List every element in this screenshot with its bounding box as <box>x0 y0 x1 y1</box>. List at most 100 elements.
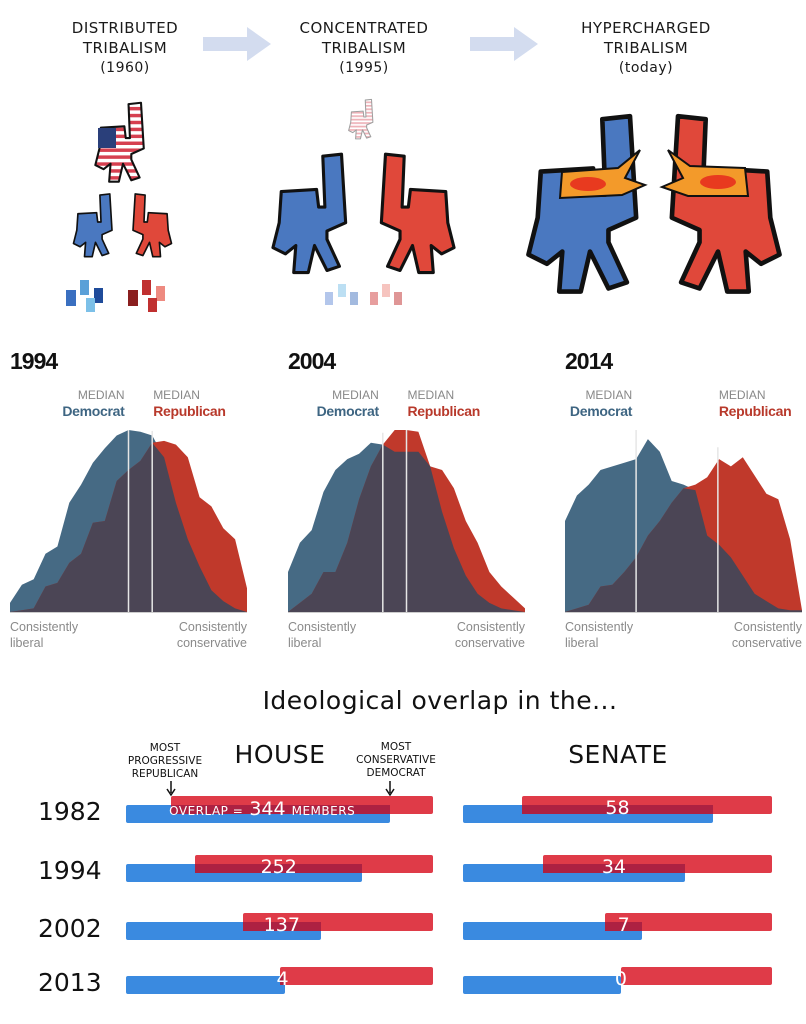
overlap-count-label: 0 <box>521 969 721 989</box>
down-arrow-icon <box>385 781 395 797</box>
median-label: MEDIAN <box>585 388 633 402</box>
senate-heading: SENATE <box>568 740 668 769</box>
stage-line2: TRIBALISM <box>321 39 407 57</box>
overlap-count: 0 <box>614 968 627 990</box>
annot-line: MOST <box>149 742 181 754</box>
axis-label-conservative: Consistently conservative <box>177 619 247 651</box>
overlap-count: 4 <box>276 968 289 990</box>
overlap-bar <box>280 976 286 985</box>
overlap-count: 7 <box>617 914 630 936</box>
republican-label: Republican <box>407 403 481 419</box>
right-arrow-icon <box>203 27 271 61</box>
overlap-count-label: 7 <box>524 915 724 935</box>
stage-line2: TRIBALISM <box>82 39 168 57</box>
overlap-count-label: 137 <box>182 915 382 935</box>
overlap-bar <box>195 864 363 873</box>
median-label: MEDIAN <box>332 388 379 402</box>
small-blue-figure <box>72 193 113 258</box>
axis-label-line: Consistently <box>565 620 634 634</box>
row-year-label: 2013 <box>38 968 102 997</box>
large-red-figure <box>672 116 780 291</box>
republican-label: Republican <box>153 403 226 419</box>
area-plot <box>10 430 247 613</box>
house-heading: HOUSE <box>234 740 326 769</box>
small-red-figure <box>132 193 173 258</box>
overlap-count-label: OVERLAP = 344 MEMBERS <box>169 799 355 821</box>
axis-label-line: conservative <box>454 636 525 650</box>
democrat-range-bar <box>126 976 286 994</box>
axis-label-line: liberal <box>288 636 322 650</box>
axis-label-line: conservative <box>731 636 802 650</box>
axis-label-line: Consistently <box>10 620 79 634</box>
stage-period: (1960) <box>100 60 150 76</box>
axis-label-line: liberal <box>565 636 599 650</box>
overlap-bar <box>171 805 391 814</box>
axis-label-line: Consistently <box>178 620 247 634</box>
annot-line: DEMOCRAT <box>366 767 426 779</box>
tiny-blue-crowd <box>66 280 103 312</box>
stage-line2: TRIBALISM <box>603 39 689 57</box>
axis-label-line: conservative <box>176 636 247 650</box>
median-label: MEDIAN <box>77 388 125 402</box>
axis-label-line: Consistently <box>288 620 357 634</box>
axis-label-liberal: Consistently liberal <box>565 619 633 651</box>
overlap-count-label: 34 <box>514 857 714 877</box>
tribalism-illustration <box>66 98 806 312</box>
right-arrow-icon <box>470 27 538 61</box>
overlap-count: 34 <box>601 856 627 878</box>
overlap-count: 252 <box>260 856 297 878</box>
overlap-title: Ideological overlap in the... <box>262 686 618 715</box>
democrat-label: Democrat <box>316 403 379 419</box>
row-year-label: 1994 <box>38 856 102 885</box>
faint-crowd <box>325 284 402 305</box>
tiny-red-crowd <box>128 280 165 312</box>
annotation-most-conservative-democrat: MOST CONSERVATIVE DEMOCRAT <box>341 741 451 780</box>
stage-line1: CONCENTRATED <box>299 19 429 37</box>
overlap-bar <box>605 922 643 931</box>
red-figure <box>379 152 456 275</box>
overlap-bar <box>543 864 685 873</box>
median-label: MEDIAN <box>718 388 766 402</box>
large-blue-figure <box>528 116 636 291</box>
republican-label: Republican <box>718 403 792 419</box>
overlap-prefix: OVERLAP = <box>169 804 244 818</box>
row-year-label: 1982 <box>38 797 102 826</box>
annot-line: MOST <box>380 741 412 753</box>
overlap-area <box>565 488 802 612</box>
annot-line: CONSERVATIVE <box>356 754 436 766</box>
overlap-count-label: 252 <box>179 857 379 877</box>
overlap-bar <box>242 922 321 931</box>
democrat-label: Democrat <box>569 403 633 419</box>
overlap-count: 137 <box>263 914 300 936</box>
stage-line1: HYPERCHARGED <box>581 19 711 37</box>
median-label: MEDIAN <box>407 388 455 402</box>
axis-label-line: Consistently <box>733 620 802 634</box>
republican-range-bar <box>620 967 772 985</box>
row-year-label: 2002 <box>38 914 102 943</box>
chart-year-title: 2014 <box>565 348 613 374</box>
stage-period: (today) <box>618 60 674 76</box>
axis-label-conservative: Consistently conservative <box>455 619 525 651</box>
democrat-range-bar <box>463 922 643 940</box>
overlap-bar <box>521 805 714 814</box>
republican-range-bar <box>280 967 433 985</box>
overlap-count: 58 <box>605 797 630 819</box>
stage-period: (1995) <box>339 60 389 76</box>
axis-label-conservative: Consistently conservative <box>732 619 802 651</box>
axis-label-liberal: Consistently liberal <box>288 619 356 651</box>
down-arrow-icon <box>166 781 176 797</box>
republican-range-bar <box>605 913 772 931</box>
area-plot <box>565 430 802 613</box>
stage-line1: DISTRIBUTED <box>71 19 179 37</box>
blue-figure <box>271 152 348 275</box>
annot-line: REPUBLICAN <box>131 768 199 780</box>
faint-flag-figure <box>348 98 374 140</box>
overlap-suffix: MEMBERS <box>291 804 356 818</box>
stage-title-hypercharged: HYPERCHARGED TRIBALISM (today) <box>546 18 746 78</box>
democrat-range-bar <box>463 976 621 994</box>
annotation-most-progressive-republican: MOST PROGRESSIVE REPUBLICAN <box>110 742 220 781</box>
chart-year-title: 2004 <box>288 348 336 374</box>
flag-figure <box>94 101 145 183</box>
axis-label-liberal: Consistently liberal <box>10 619 78 651</box>
area-plot <box>288 430 525 613</box>
